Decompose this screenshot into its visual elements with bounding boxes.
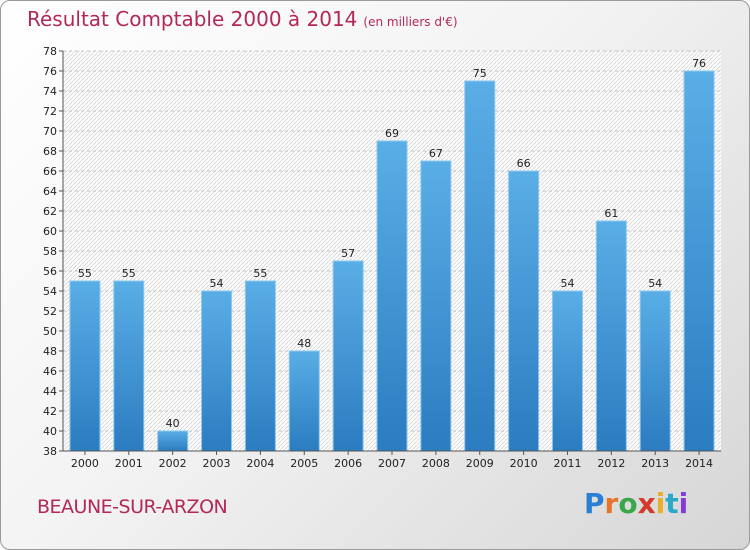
logo-letter: P xyxy=(584,487,605,520)
value-label-2014: 76 xyxy=(692,57,706,70)
y-tick-label: 58 xyxy=(43,245,57,258)
bar-2004 xyxy=(244,280,276,452)
bar-2003 xyxy=(201,290,233,452)
x-tick-label-2000: 2000 xyxy=(71,457,99,470)
bar-2013 xyxy=(639,290,671,452)
y-tick-label: 78 xyxy=(43,45,57,58)
x-tick-label-2013: 2013 xyxy=(641,457,669,470)
x-tick-label-2007: 2007 xyxy=(378,457,406,470)
x-tick-label-2006: 2006 xyxy=(334,457,362,470)
bar-2007 xyxy=(376,140,408,452)
value-label-2008: 67 xyxy=(429,147,443,160)
y-tick-label: 70 xyxy=(43,125,57,138)
y-tick-label: 52 xyxy=(43,305,57,318)
y-tick-label: 46 xyxy=(43,365,57,378)
y-tick-label: 74 xyxy=(43,85,57,98)
x-tick-label-2005: 2005 xyxy=(290,457,318,470)
y-tick-label: 48 xyxy=(43,345,57,358)
y-tick-label: 76 xyxy=(43,65,57,78)
logo-letter: i xyxy=(655,487,666,520)
logo-letter: i xyxy=(678,487,689,520)
proxiti-logo: Proxiti xyxy=(584,487,688,520)
logo-letter: r xyxy=(604,487,619,520)
y-tick-label: 64 xyxy=(43,185,57,198)
x-tick-label-2001: 2001 xyxy=(115,457,143,470)
bar-2009 xyxy=(464,80,496,452)
logo-letter: x xyxy=(637,487,656,520)
bars xyxy=(69,70,715,452)
y-tick-label: 68 xyxy=(43,145,57,158)
y-axis: 38 40 42 44 46 48 50 52 54 56 58 60 62 64 66 68 70 72 74 76… xyxy=(43,45,64,458)
y-tick-label: 44 xyxy=(43,385,57,398)
value-label-2000: 55 xyxy=(78,267,92,280)
bar-2008 xyxy=(420,160,452,452)
y-tick-label: 54 xyxy=(43,285,57,298)
y-tick-label: 72 xyxy=(43,105,57,118)
y-tick-label: 50 xyxy=(43,325,57,338)
title-text: Résultat Comptable 2000 à 2014 xyxy=(27,7,358,31)
logo-letter: o xyxy=(618,487,638,520)
bar-2011 xyxy=(551,290,583,452)
value-label-2005: 48 xyxy=(297,337,311,350)
value-label-2003: 54 xyxy=(210,277,224,290)
value-label-2009: 75 xyxy=(473,67,487,80)
y-tick-label: 38 xyxy=(43,445,57,458)
logo-letter: t xyxy=(665,487,679,520)
x-tick-label-2004: 2004 xyxy=(246,457,274,470)
value-label-2007: 69 xyxy=(385,127,399,140)
bar-2005 xyxy=(288,350,320,452)
bar-2010 xyxy=(508,170,540,452)
value-label-2012: 61 xyxy=(604,207,618,220)
bar-2000 xyxy=(69,280,101,452)
value-label-2006: 57 xyxy=(341,247,355,260)
x-tick-label-2014: 2014 xyxy=(685,457,713,470)
x-tick-label-2012: 2012 xyxy=(597,457,625,470)
bar-2012 xyxy=(595,220,627,452)
value-label-2001: 55 xyxy=(122,267,136,280)
value-labels: 55 55 40 54 55 48 57 69 67 75 66 54 61 54 76 xyxy=(78,57,706,430)
x-tick-label-2009: 2009 xyxy=(466,457,494,470)
x-tick-label-2010: 2010 xyxy=(510,457,538,470)
y-tick-label: 40 xyxy=(43,425,57,438)
chart-subtitle: (en milliers d'€) xyxy=(363,15,458,29)
bar-2006 xyxy=(332,260,364,452)
town-name: BEAUNE-SUR-ARZON xyxy=(37,496,228,518)
x-tick-label-2011: 2011 xyxy=(553,457,581,470)
value-label-2002: 40 xyxy=(166,417,180,430)
value-label-2010: 66 xyxy=(517,157,531,170)
y-tick-label: 66 xyxy=(43,165,57,178)
bar-2002 xyxy=(157,430,189,452)
y-tick-label: 56 xyxy=(43,265,57,278)
x-tick-label-2008: 2008 xyxy=(422,457,450,470)
y-tick-label: 42 xyxy=(43,405,57,418)
value-label-2013: 54 xyxy=(648,277,662,290)
bar-2014 xyxy=(683,70,715,452)
x-tick-label-2003: 2003 xyxy=(203,457,231,470)
x-axis: 2000 2001 2002 2003 2004 2005 2006 2007 2008 2009… xyxy=(63,450,721,470)
y-tick-label: 62 xyxy=(43,205,57,218)
bar-2001 xyxy=(113,280,145,452)
value-label-2004: 55 xyxy=(253,267,267,280)
chart-title: Résultat Comptable 2000 à 2014 (en millie… xyxy=(27,7,458,31)
value-label-2011: 54 xyxy=(560,277,574,290)
x-tick-label-2002: 2002 xyxy=(159,457,187,470)
y-tick-label: 60 xyxy=(43,225,57,238)
